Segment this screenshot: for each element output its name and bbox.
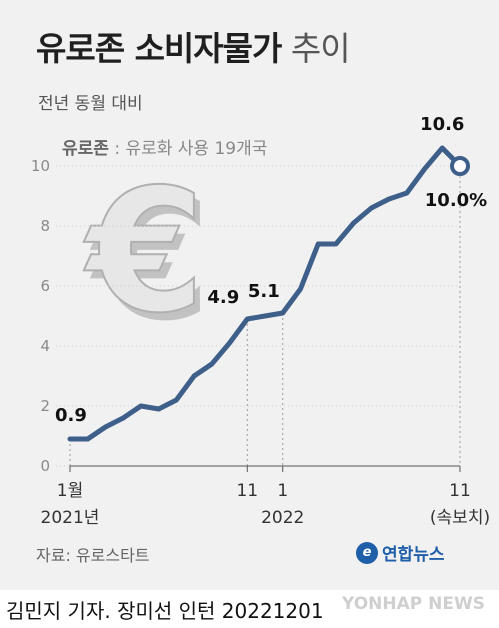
page-title: 유로존 소비자물가 추이: [36, 22, 351, 70]
x-tick-label: 2022: [261, 508, 304, 528]
yonhap-logo: e 연합뉴스: [356, 540, 445, 565]
data-point: [280, 311, 285, 315]
data-point: [209, 362, 214, 366]
data-label: 5.1: [248, 281, 280, 302]
data-point: [369, 206, 374, 210]
credit-line: 김민지 기자. 장미선 인턴 20221201: [6, 599, 324, 623]
data-point: [422, 167, 427, 171]
data-label: 10.0%: [425, 190, 487, 211]
source-text: 자료: 유로스타트: [36, 546, 150, 565]
data-point: [192, 374, 197, 378]
data-point: [103, 425, 108, 429]
data-point: [156, 407, 161, 411]
data-point: [85, 437, 90, 441]
x-tick-label: 11: [449, 481, 471, 501]
euro-coin-icon: € €: [82, 152, 211, 359]
y-tick-label: 10: [31, 157, 50, 175]
y-tick-label: 6: [40, 277, 50, 295]
title-suffix: 추이: [281, 29, 351, 68]
x-tick-label: 1: [277, 481, 288, 501]
data-point: [174, 398, 179, 402]
data-label: 4.9: [207, 287, 239, 308]
data-point: [404, 191, 409, 195]
data-point: [68, 437, 72, 441]
watermark: YONHAP NEWS: [342, 594, 485, 614]
data-point: [351, 221, 356, 225]
data-point: [387, 197, 392, 201]
data-point: [227, 341, 232, 345]
subtitle: 전년 동월 대비: [38, 94, 143, 114]
y-tick-label: 0: [40, 457, 50, 475]
logo-text: 연합뉴스: [382, 545, 445, 565]
x-tick-label: (속보치): [430, 508, 490, 528]
region-note: 유로존 : 유로화 사용 19개국: [62, 134, 267, 159]
data-point: [263, 314, 267, 318]
svg-text:€: €: [83, 153, 205, 351]
data-label: 10.6: [420, 114, 464, 135]
yonhap-logo-icon: e: [356, 541, 378, 564]
data-label: 0.9: [55, 405, 87, 426]
data-point: [440, 146, 445, 150]
data-point: [298, 287, 303, 291]
svg-text:€: €: [89, 161, 211, 359]
data-point-latest: [450, 156, 470, 176]
x-tick-label: 11: [236, 481, 258, 501]
y-tick-label: 8: [40, 217, 50, 235]
data-point: [316, 242, 321, 246]
note-separator: :: [108, 139, 126, 159]
data-point: [245, 317, 250, 321]
chart-panel: [0, 0, 499, 590]
note-value: 유로화 사용 19개국: [125, 139, 268, 159]
data-point: [333, 242, 338, 246]
note-key: 유로존: [62, 139, 109, 159]
x-tick-label: 2021년: [41, 508, 100, 528]
data-point: [121, 416, 126, 420]
data-point: [138, 404, 143, 408]
y-tick-label: 2: [40, 397, 50, 415]
y-tick-label: 4: [40, 337, 50, 355]
title-main: 유로존 소비자물가: [36, 29, 282, 68]
x-tick-label: 1월: [57, 481, 83, 501]
